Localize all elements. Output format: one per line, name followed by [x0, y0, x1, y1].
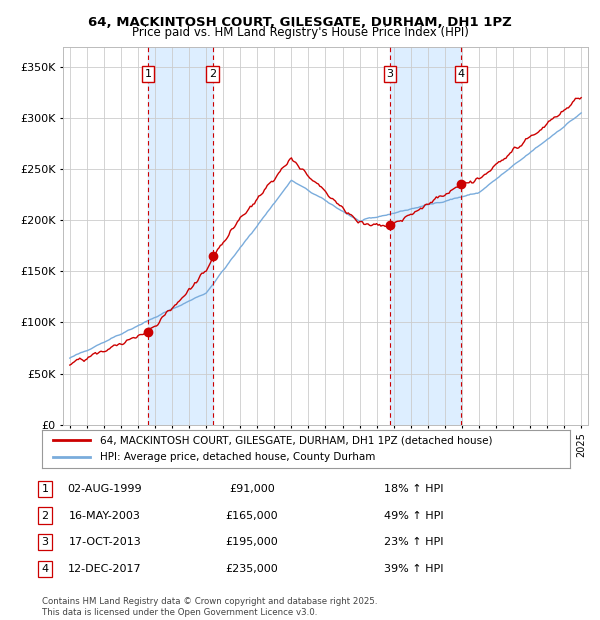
Bar: [148, 46, 212, 425]
Bar: [390, 46, 461, 425]
Text: £91,000: £91,000: [229, 484, 275, 494]
Text: 18% ↑ HPI: 18% ↑ HPI: [384, 484, 443, 494]
Text: Contains HM Land Registry data © Crown copyright and database right 2025.
This d: Contains HM Land Registry data © Crown c…: [42, 598, 377, 617]
Text: 4: 4: [41, 564, 49, 574]
Text: £165,000: £165,000: [226, 510, 278, 521]
Text: 12-DEC-2017: 12-DEC-2017: [68, 564, 142, 574]
Text: 1: 1: [145, 69, 151, 79]
Text: 2: 2: [209, 69, 216, 79]
Text: £235,000: £235,000: [226, 564, 278, 574]
Text: 3: 3: [386, 69, 394, 79]
Text: £195,000: £195,000: [226, 537, 278, 547]
Text: 64, MACKINTOSH COURT, GILESGATE, DURHAM, DH1 1PZ: 64, MACKINTOSH COURT, GILESGATE, DURHAM,…: [88, 16, 512, 29]
Text: 16-MAY-2003: 16-MAY-2003: [69, 510, 141, 521]
Text: 2: 2: [41, 510, 49, 521]
Text: 4: 4: [457, 69, 464, 79]
Text: 23% ↑ HPI: 23% ↑ HPI: [384, 537, 443, 547]
Text: 02-AUG-1999: 02-AUG-1999: [68, 484, 142, 494]
Text: 17-OCT-2013: 17-OCT-2013: [68, 537, 142, 547]
Text: 39% ↑ HPI: 39% ↑ HPI: [384, 564, 443, 574]
Text: HPI: Average price, detached house, County Durham: HPI: Average price, detached house, Coun…: [100, 453, 376, 463]
Text: 64, MACKINTOSH COURT, GILESGATE, DURHAM, DH1 1PZ (detached house): 64, MACKINTOSH COURT, GILESGATE, DURHAM,…: [100, 435, 493, 445]
Text: 1: 1: [41, 484, 49, 494]
Text: 3: 3: [41, 537, 49, 547]
Text: 49% ↑ HPI: 49% ↑ HPI: [384, 510, 443, 521]
Text: Price paid vs. HM Land Registry's House Price Index (HPI): Price paid vs. HM Land Registry's House …: [131, 26, 469, 39]
